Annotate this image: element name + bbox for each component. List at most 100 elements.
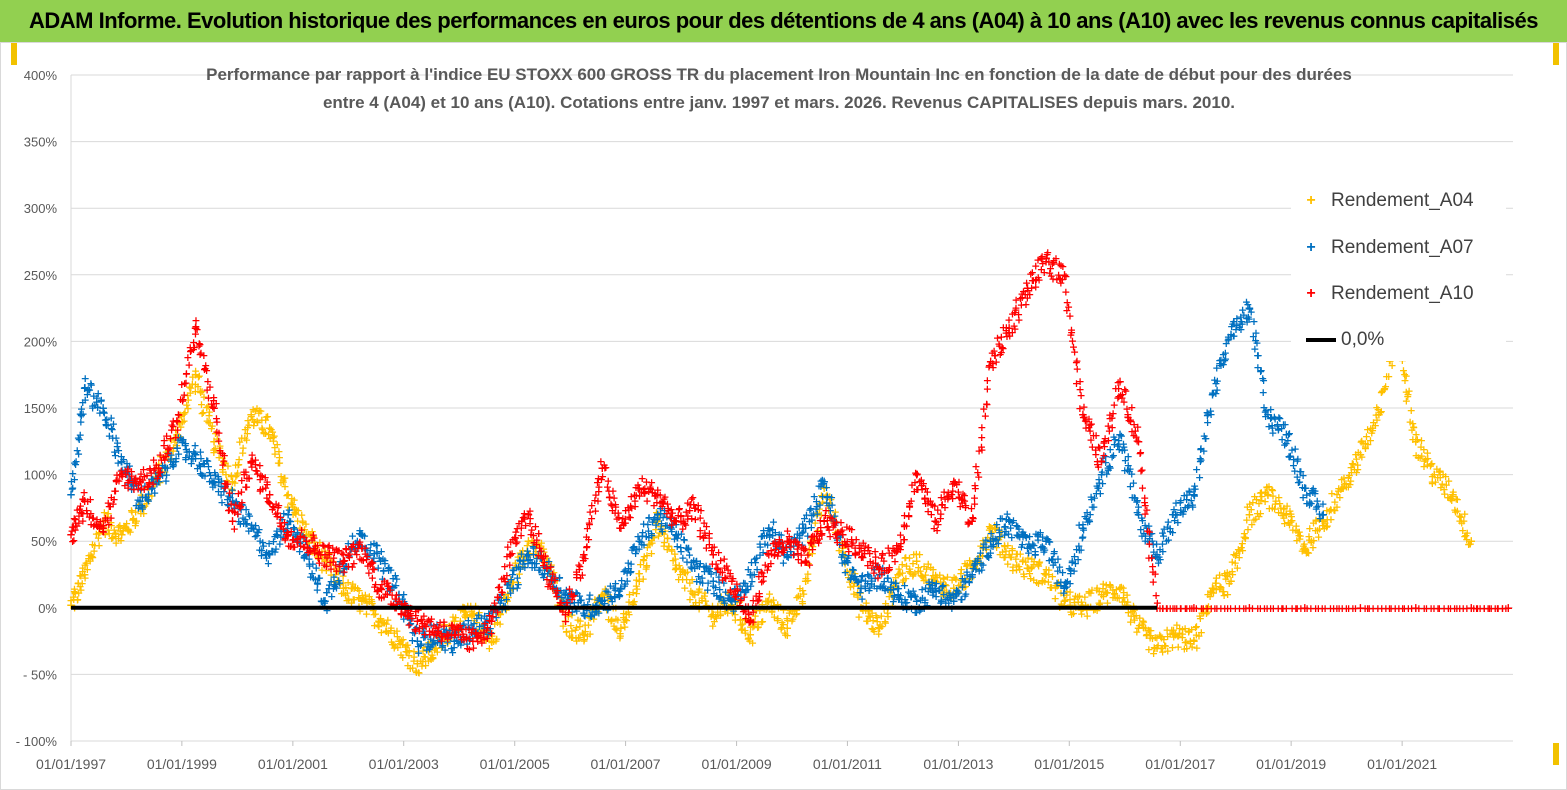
marker-a04: + [831,505,840,518]
marker-a04: + [151,471,160,484]
marker-a04: + [651,523,660,536]
marker-a04: + [336,578,345,591]
marker-a04: + [78,561,87,574]
marker-a04: + [657,520,666,533]
marker-a10: + [487,627,496,640]
marker-a04: + [566,619,575,632]
marker-a04: + [523,551,532,564]
marker-a04: + [525,548,534,561]
legend-marker-a07: + [1291,239,1331,257]
marker-a04: + [144,489,153,502]
marker-a10: + [1133,420,1142,433]
marker-a04: + [234,459,243,472]
marker-a04: + [433,630,442,643]
marker-a04: + [589,612,598,625]
marker-a10: + [274,499,283,512]
marker-a04: + [485,642,494,655]
marker-a04: + [584,611,593,624]
marker-a04: + [456,604,465,617]
marker-a04: + [461,606,470,619]
marker-a04: + [770,611,779,624]
marker-a04: + [354,584,363,597]
legend-item-a10: + Rendement_A10 [1291,282,1473,306]
marker-a04: + [114,532,123,545]
marker-a04: + [730,608,739,621]
marker-a04: + [636,558,645,571]
marker-a04: + [680,566,689,579]
data-point-a04: + [283,488,293,502]
marker-a04: + [543,551,552,564]
marker-a10: + [534,527,543,540]
marker-a10: + [180,389,189,402]
marker-a04: + [78,565,87,578]
marker-a04: + [607,615,616,628]
marker-a04: + [204,400,213,413]
marker-a04: + [767,596,776,609]
banner: ADAM Informe. Evolution historique des p… [0,0,1567,42]
marker-a04: + [685,576,694,589]
marker-a04: + [235,435,244,448]
marker-a04: + [712,612,721,625]
marker-a04: + [838,537,847,550]
marker-a04: + [583,630,592,643]
marker-a04: + [365,595,374,608]
marker-a04: + [849,587,858,600]
marker-a04: + [853,586,862,599]
marker-a04: + [788,604,797,617]
marker-a04: + [539,542,548,555]
marker-a04: + [515,568,524,581]
marker-a04: + [478,624,487,637]
marker-a04: + [685,593,694,606]
marker-a04: + [874,621,883,634]
marker-a04: + [667,544,676,557]
marker-a04: + [655,526,664,539]
marker-a04: + [611,612,620,625]
marker-a04: + [819,479,828,492]
data-point-a04: + [228,474,238,488]
marker-a04: + [475,623,484,636]
marker-a04: + [414,646,423,659]
marker-a04: + [691,599,700,612]
marker-a04: + [534,536,543,549]
marker-a04: + [274,456,283,469]
marker-a10: + [755,587,764,600]
marker-a04: + [868,623,877,636]
marker-a04: + [219,456,228,469]
marker-a04: + [481,634,490,647]
marker-a04: + [565,629,574,642]
marker-a04: + [338,576,347,589]
marker-a04: + [562,625,571,638]
marker-a04: + [581,619,590,632]
marker-a04: + [119,519,128,532]
marker-a04: + [350,593,359,606]
marker-a04: + [545,568,554,581]
marker-a04: + [377,626,386,639]
marker-a04: + [414,666,423,679]
marker-a04: + [112,537,121,550]
marker-a04: + [815,497,824,510]
marker-a04: + [104,507,113,520]
marker-a04: + [736,618,745,631]
marker-a10: + [174,408,183,421]
y-tick-label: - 50% [23,667,57,682]
marker-a04: + [489,635,498,648]
marker-a04: + [254,406,263,419]
marker-a04: + [833,526,842,539]
marker-a04: + [76,584,85,597]
marker-a07: + [74,447,83,460]
marker-a04: + [509,576,518,589]
marker-a04: + [874,627,883,640]
marker-a04: + [470,614,479,627]
x-axis-ticks: 01/01/1997 01/01/1999 01/01/2001 01/01/2003… [36,741,1437,772]
marker-a04: + [344,592,353,605]
marker-a04: + [342,594,351,607]
data-point-a04: + [66,598,76,612]
marker-a04: + [503,595,512,608]
marker-a04: + [661,524,670,537]
marker-a04: + [362,607,371,620]
marker-a04: + [80,558,89,571]
marker-a04: + [389,638,398,651]
marker-a04: + [600,587,609,600]
marker-a04: + [144,481,153,494]
marker-a04: + [845,575,854,588]
